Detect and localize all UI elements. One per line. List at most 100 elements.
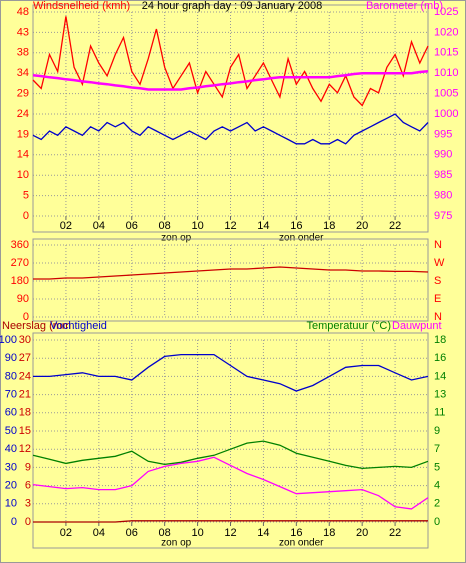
- x-tick-label: 16: [290, 527, 302, 539]
- y-tick-label: 270: [11, 257, 29, 269]
- y-tick-label: 11: [434, 407, 445, 419]
- y-tick-label: 60: [5, 407, 17, 419]
- y-tick-label: 975: [434, 210, 452, 222]
- sun-annotation: zon op: [161, 233, 191, 244]
- y-tick-label: 18: [434, 334, 446, 346]
- y-tick-label: 0: [23, 210, 29, 222]
- x-tick-label: 08: [159, 220, 171, 232]
- y-tick-label: 6: [25, 480, 31, 492]
- y-tick-label: 30: [5, 461, 17, 473]
- y-tick-label: 40: [5, 443, 17, 455]
- y-tick-label: 0: [25, 516, 31, 528]
- y-tick-label: 18: [19, 407, 31, 419]
- x-tick-label: 06: [126, 527, 138, 539]
- y-tick-label: 43: [17, 26, 29, 38]
- y-tick-label: 1020: [434, 26, 458, 38]
- y-tick-label: 27: [19, 352, 31, 364]
- legend-entry: Vochtigheid: [50, 320, 107, 332]
- y-tick-label: 9: [434, 425, 440, 437]
- x-tick-label: 18: [323, 527, 335, 539]
- y-tick-label: 9: [25, 461, 31, 473]
- series-line: [32, 69, 429, 91]
- y-tick-label: W: [434, 257, 445, 269]
- axis-label: Windsnelheid (kmh): [33, 0, 130, 12]
- y-tick-label: 20: [5, 480, 17, 492]
- y-tick-label: 10: [5, 498, 17, 510]
- x-tick-label: 08: [159, 527, 171, 539]
- x-tick-label: 12: [224, 220, 236, 232]
- panel-frame: [32, 238, 429, 322]
- y-tick-label: 24: [17, 108, 29, 120]
- y-tick-label: 38: [17, 47, 29, 59]
- sun-annotation: zon onder: [279, 233, 324, 244]
- y-tick-label: 34: [17, 67, 29, 79]
- y-tick-label: S: [434, 275, 441, 287]
- y-tick-label: 1000: [434, 108, 458, 120]
- y-tick-label: 30: [19, 334, 31, 346]
- y-tick-label: 12: [19, 443, 31, 455]
- y-tick-label: N: [434, 311, 442, 323]
- x-tick-label: 22: [389, 527, 401, 539]
- y-tick-label: 0: [11, 516, 17, 528]
- y-tick-label: 80: [5, 370, 17, 382]
- chart-title: 24 hour graph day : 09 January 2008: [142, 0, 322, 12]
- sun-annotation: zon op: [161, 538, 191, 549]
- y-tick-label: 16: [434, 352, 446, 364]
- x-tick-label: 02: [60, 527, 72, 539]
- y-tick-label: E: [434, 293, 441, 305]
- y-tick-label: 1015: [434, 47, 458, 59]
- x-tick-label: 22: [389, 220, 401, 232]
- y-tick-label: 4: [434, 480, 440, 492]
- y-tick-label: 10: [17, 169, 29, 181]
- y-tick-label: 2: [434, 498, 440, 510]
- y-tick-label: 0: [434, 516, 440, 528]
- x-tick-label: 20: [356, 527, 368, 539]
- y-tick-label: 980: [434, 190, 452, 202]
- x-tick-label: 06: [126, 220, 138, 232]
- x-tick-label: 16: [290, 220, 302, 232]
- panel-frame: [32, 4, 429, 233]
- series-line: [32, 440, 429, 470]
- x-tick-label: 12: [224, 527, 236, 539]
- y-tick-label: 360: [11, 239, 29, 251]
- y-tick-label: N: [434, 239, 442, 251]
- y-tick-label: 1010: [434, 67, 458, 79]
- x-tick-label: 10: [191, 220, 203, 232]
- axis-label: Barometer (mb): [366, 0, 443, 12]
- series-line: [32, 113, 429, 145]
- y-tick-label: 0: [23, 311, 29, 323]
- y-tick-label: 7: [434, 443, 440, 455]
- y-tick-label: 990: [434, 149, 452, 161]
- y-tick-label: 1025: [434, 6, 458, 18]
- y-tick-label: 985: [434, 169, 452, 181]
- legend-entry: Neerslag (mm: [2, 320, 71, 332]
- y-tick-label: 70: [5, 389, 17, 401]
- x-tick-label: 04: [93, 220, 105, 232]
- x-tick-label: 20: [356, 220, 368, 232]
- y-tick-label: 48: [17, 6, 29, 18]
- x-tick-label: 10: [191, 527, 203, 539]
- y-tick-label: 3: [25, 498, 31, 510]
- series-line: [32, 16, 429, 107]
- y-tick-label: 14: [434, 370, 446, 382]
- legend-entry: Temperatuur (°C): [307, 320, 391, 332]
- series-line: [33, 520, 428, 523]
- y-tick-label: 995: [434, 128, 452, 140]
- legend-entry: Dauwpunt: [392, 320, 442, 332]
- y-tick-label: 90: [5, 352, 17, 364]
- x-tick-label: 04: [93, 527, 105, 539]
- series-line: [33, 353, 429, 392]
- y-tick-label: 13: [434, 389, 446, 401]
- y-tick-label: 90: [17, 293, 29, 305]
- y-tick-label: 5: [23, 190, 29, 202]
- y-tick-label: 1005: [434, 88, 458, 100]
- series-line: [33, 266, 429, 280]
- y-tick-label: 21: [19, 389, 31, 401]
- x-tick-label: 14: [257, 220, 269, 232]
- x-tick-label: 14: [257, 527, 269, 539]
- y-tick-label: 14: [17, 149, 29, 161]
- x-tick-label: 02: [60, 220, 72, 232]
- sun-annotation: zon onder: [279, 538, 324, 549]
